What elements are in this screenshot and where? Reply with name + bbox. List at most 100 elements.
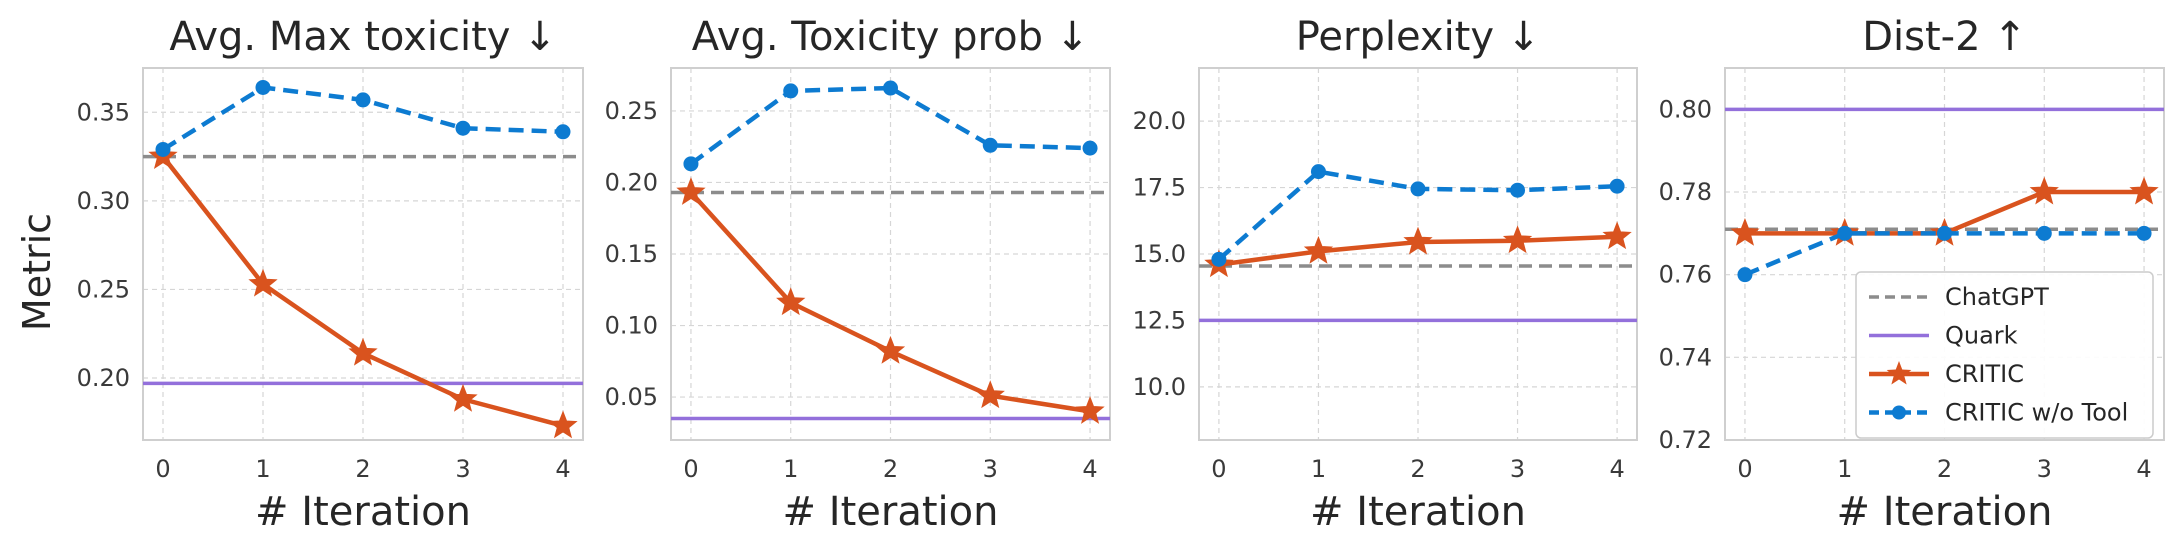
- legend-label: ChatGPT: [1945, 283, 2049, 311]
- panel-title: Avg. Toxicity prob ↓: [692, 14, 1089, 60]
- x-tick-label: 0: [1737, 455, 1752, 483]
- y-tick-label: 0.25: [605, 97, 658, 125]
- data-point-dot: [1310, 164, 1326, 180]
- x-tick-label: 2: [355, 455, 370, 483]
- data-point-star: [1403, 226, 1433, 255]
- plot-frame: [142, 67, 584, 441]
- panel-title: Dist-2 ↑: [1862, 14, 2027, 60]
- y-tick-label: 0.20: [605, 168, 658, 196]
- x-tick-label: 4: [1609, 455, 1624, 483]
- x-tick-label: 2: [1937, 455, 1952, 483]
- series-critic-w-o-tool: [683, 80, 1098, 172]
- x-tick-label: 3: [983, 455, 998, 483]
- y-tick-label: 0.05: [605, 383, 658, 411]
- x-tick-label: 0: [683, 455, 698, 483]
- data-point-dot: [2136, 225, 2152, 241]
- y-tick-label: 0.74: [1659, 343, 1712, 371]
- y-tick-label: 0.78: [1659, 178, 1712, 206]
- y-axis-label: Metric: [15, 213, 59, 331]
- data-point-dot: [1510, 182, 1526, 198]
- data-point-star: [1502, 225, 1533, 254]
- data-point-dot: [1211, 251, 1227, 267]
- y-tick-label: 0.35: [77, 98, 130, 126]
- x-tick-label: 4: [555, 455, 570, 483]
- y-tick-label: 20.0: [1133, 107, 1186, 135]
- plot-frame: [1724, 67, 2165, 441]
- data-point-dot: [883, 80, 898, 96]
- grid: [1199, 68, 1637, 440]
- x-tick-label: 3: [2037, 455, 2052, 483]
- data-point-star: [2129, 176, 2159, 205]
- x-tick-label: 3: [455, 455, 470, 483]
- data-point-star: [1602, 221, 1632, 250]
- data-point-dot: [155, 141, 171, 157]
- y-tick-label: 0.10: [605, 312, 658, 340]
- data-point-dot: [1082, 140, 1098, 156]
- series-critic-w-o-tool: [1211, 164, 1625, 267]
- grid: [671, 68, 1110, 440]
- x-tick-label: 0: [155, 455, 170, 483]
- y-tick-label: 0.72: [1659, 426, 1712, 454]
- legend-box: [1855, 271, 2154, 439]
- data-point-dot: [1937, 225, 1952, 241]
- data-point-dot: [1410, 181, 1426, 197]
- y-tick-label: 17.5: [1133, 174, 1186, 202]
- data-point-dot: [1609, 178, 1625, 194]
- x-axis-label: # Iteration: [1837, 489, 2053, 535]
- x-tick-label: 4: [1082, 455, 1097, 483]
- data-point-star: [875, 335, 906, 364]
- x-tick-label: 1: [1837, 455, 1852, 483]
- series-line: [689, 85, 1091, 166]
- panel-dist-2: 0 1 2 3 4 0.72 0.74 0.76 0.78 0.80 Dist-2 ↑ # Itera…: [1659, 14, 2165, 535]
- plot-frame: [1198, 67, 1638, 441]
- y-tick-label: 15.0: [1133, 240, 1186, 268]
- x-tick-label: 4: [2136, 455, 2151, 483]
- plot-frame: [670, 67, 1111, 441]
- data-point-star: [1075, 395, 1105, 424]
- data-point-dot: [255, 79, 271, 95]
- x-tick-label: 1: [783, 455, 798, 483]
- x-tick-label: 2: [883, 455, 898, 483]
- y-tick-label: 12.5: [1133, 306, 1186, 334]
- data-point-dot: [355, 92, 371, 108]
- y-tick-label: 0.15: [605, 240, 658, 268]
- x-axis-label: # Iteration: [783, 489, 999, 535]
- legend-label: CRITIC w/o Tool: [1945, 399, 2128, 427]
- y-tick-label: 0.76: [1659, 261, 1712, 289]
- data-point-dot: [683, 156, 699, 172]
- panel-avg-max-toxicity: 0 1 2 3 4 0.20 0.25 0.30 0.35 Avg. Max toxicity ↓…: [77, 14, 584, 535]
- data-point-dot: [1837, 225, 1853, 241]
- x-tick-label: 1: [255, 455, 270, 483]
- data-point-star: [348, 337, 378, 366]
- y-tick-label: 10.0: [1133, 373, 1186, 401]
- legend-marker-star: [1886, 361, 1912, 385]
- y-tick-label: 0.25: [77, 275, 130, 303]
- data-point-dot: [982, 137, 998, 153]
- x-axis-label: # Iteration: [255, 489, 471, 535]
- data-point-star: [548, 410, 578, 439]
- panel-perplexity: 0 1 2 3 4 10.0 12.5 15.0 17.5 20.0 Perplexity ↓ # I…: [1133, 14, 1638, 535]
- y-tick-label: 0.80: [1659, 95, 1712, 123]
- series-critic-w-o-tool: [1737, 225, 2152, 283]
- data-point-star: [448, 383, 478, 412]
- data-point-dot: [455, 120, 471, 136]
- legend-label: CRITIC: [1945, 360, 2024, 388]
- data-point-dot: [783, 83, 799, 99]
- x-axis-label: # Iteration: [1310, 489, 1526, 535]
- data-point-star: [975, 380, 1005, 409]
- x-tick-label: 2: [1410, 455, 1425, 483]
- legend-label: Quark: [1945, 322, 2018, 350]
- data-point-dot: [2036, 225, 2052, 241]
- data-point-star: [1303, 235, 1334, 264]
- series-critic-w-o-tool: [155, 79, 571, 157]
- x-tick-label: 1: [1311, 455, 1326, 483]
- legend: ChatGPT Quark CRITIC CRITIC w/o Tool: [1855, 271, 2154, 439]
- grid: [143, 68, 583, 440]
- x-tick-label: 0: [1211, 455, 1226, 483]
- y-tick-label: 0.20: [77, 364, 130, 392]
- panel-title: Avg. Max toxicity ↓: [169, 14, 556, 60]
- y-tick-label: 0.30: [77, 187, 130, 215]
- series-critic: [676, 177, 1105, 424]
- data-point-star: [248, 268, 278, 297]
